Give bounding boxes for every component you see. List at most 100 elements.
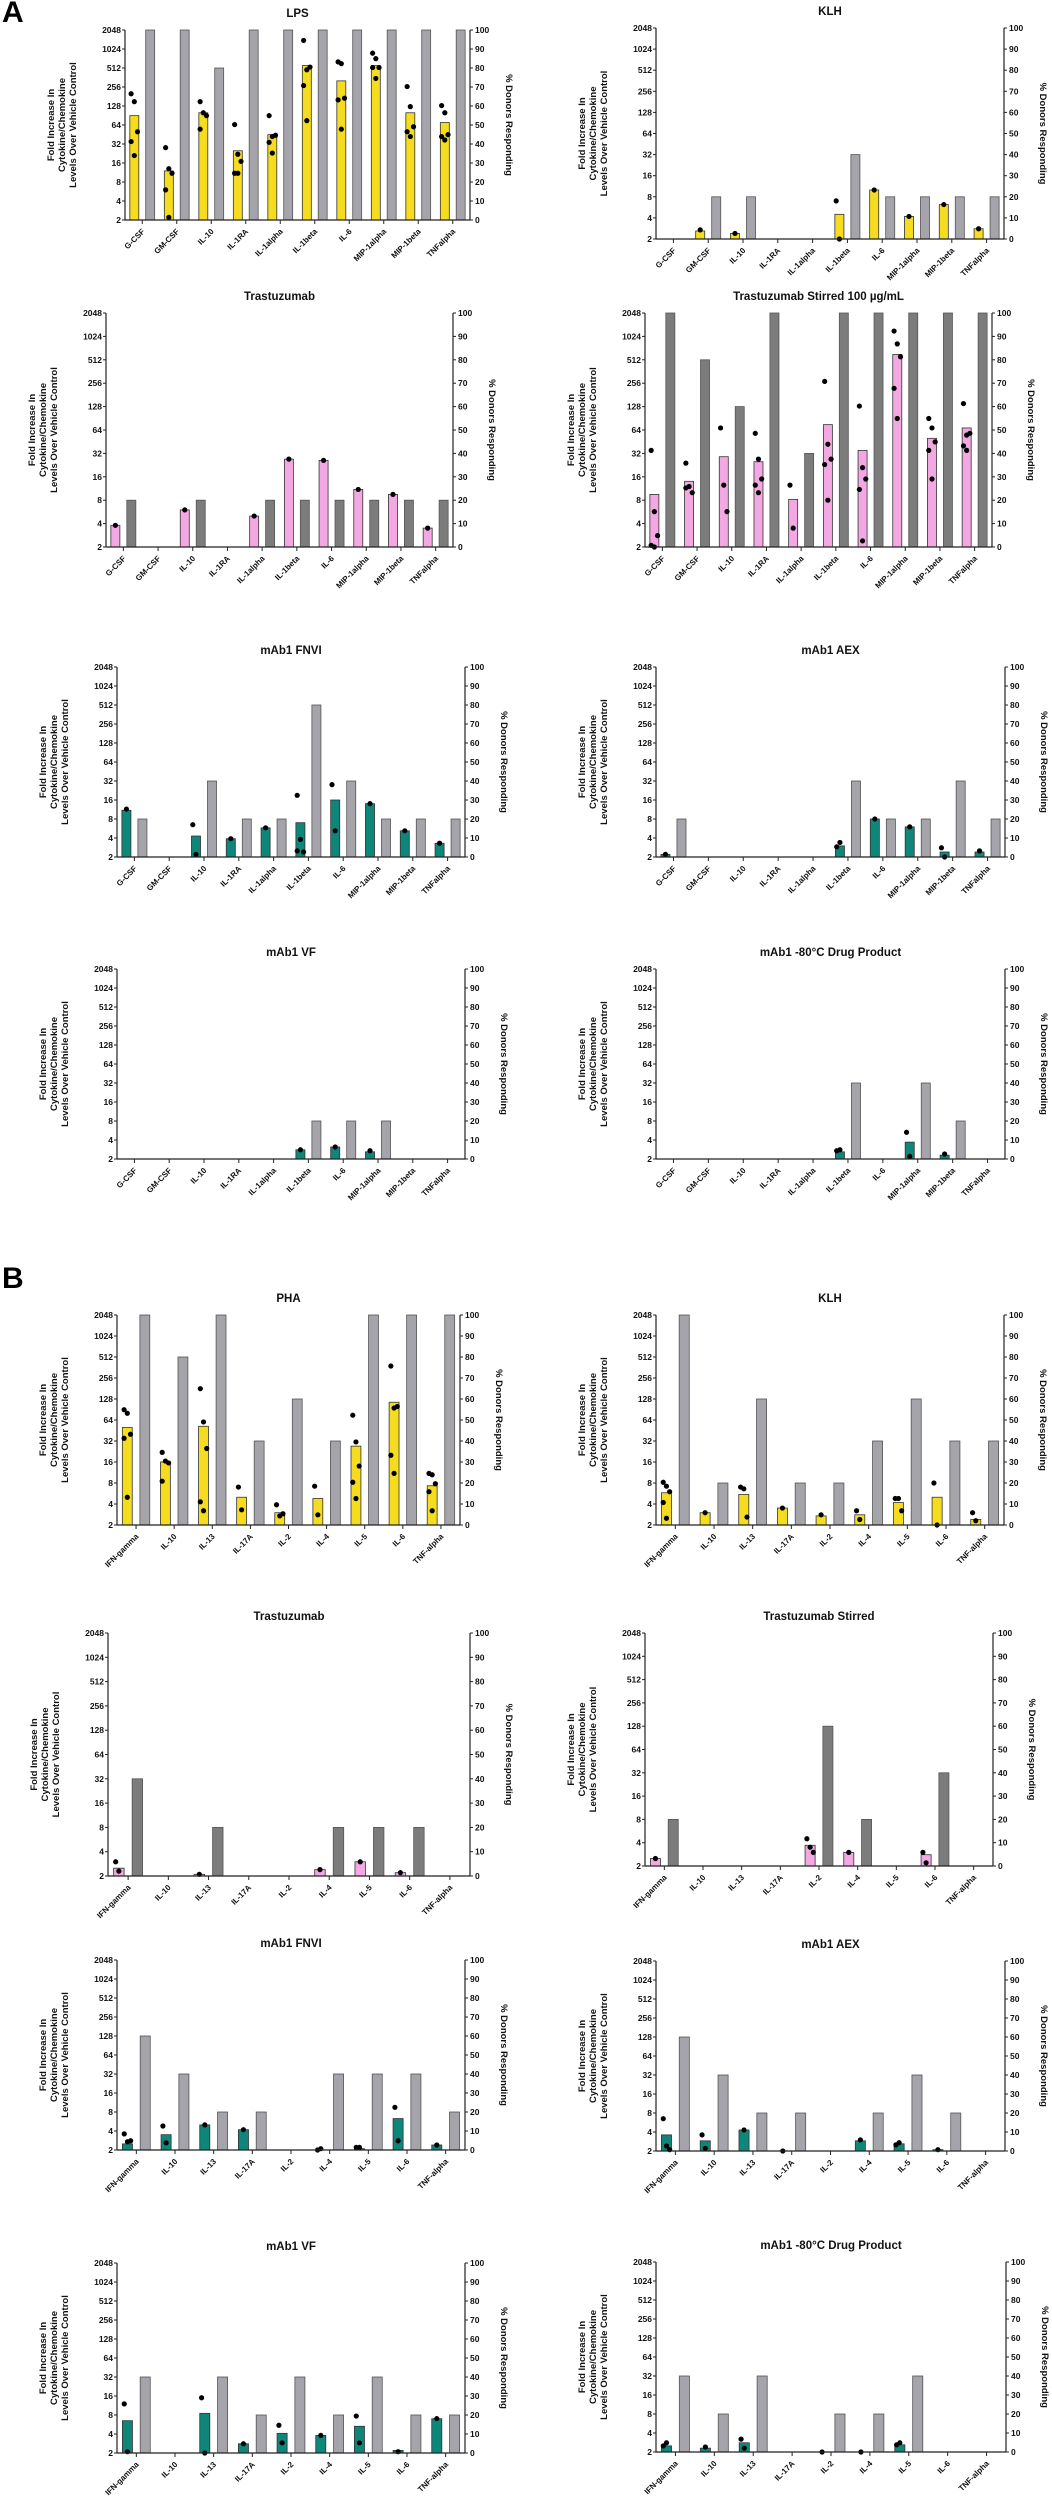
x-tick-label: IL-5 xyxy=(356,2157,373,2174)
donor-point xyxy=(931,1480,937,1486)
left-tick-label: 256 xyxy=(99,2315,113,2325)
right-tick-label: 20 xyxy=(1010,2108,1020,2118)
left-axis-label: Fold Increase InCytokine/ChemokineLevels… xyxy=(27,367,60,493)
left-tick-label: 512 xyxy=(627,355,641,365)
donor-point xyxy=(273,1502,280,1508)
right-tick-label: 40 xyxy=(458,448,468,458)
x-tick-label: IL-13 xyxy=(199,2460,219,2480)
donor-point xyxy=(276,2422,282,2428)
percent-responding-bar xyxy=(330,1440,341,1526)
donor-point xyxy=(279,2440,285,2446)
right-tick-label: 30 xyxy=(1009,171,1019,181)
x-tick-label: MIP-1beta xyxy=(372,554,405,587)
donor-point xyxy=(304,118,310,124)
left-tick-label: 2 xyxy=(636,542,641,552)
right-tick-label: 50 xyxy=(998,1745,1008,1755)
x-tick-label: IL-6 xyxy=(936,2459,953,2476)
percent-responding-bar xyxy=(861,1819,872,1867)
left-tick-label: 8 xyxy=(108,814,113,824)
donor-point xyxy=(663,1483,670,1489)
donor-point xyxy=(121,1435,127,1441)
donor-point xyxy=(182,507,188,513)
percent-responding-bar xyxy=(667,1819,679,1867)
left-tick-label: 512 xyxy=(90,1677,104,1687)
right-tick-label: 70 xyxy=(1010,1021,1020,1031)
x-tick-label: TNFalpha xyxy=(960,864,993,897)
percent-responding-bar xyxy=(404,499,414,548)
x-tick-label: IL-1beta xyxy=(273,554,301,582)
left-tick-label: 2 xyxy=(647,2146,652,2156)
donor-point xyxy=(300,849,307,855)
x-tick-label: IL-10 xyxy=(189,864,209,884)
left-tick-label: 32 xyxy=(104,1078,114,1088)
left-tick-label: 64 xyxy=(112,120,122,130)
right-axis-label: % Donors Responding xyxy=(498,2004,509,2106)
percent-responding-bar xyxy=(954,196,965,240)
left-tick-label: 128 xyxy=(627,402,641,412)
donor-point xyxy=(197,1386,203,1392)
percent-responding-bar xyxy=(665,312,676,548)
donor-point xyxy=(923,1860,929,1866)
right-tick-label: 100 xyxy=(1010,662,1024,672)
chart-title: mAb1 FNVI xyxy=(260,1938,321,1950)
percent-responding-bar xyxy=(955,780,966,858)
percent-responding-bar xyxy=(851,1082,861,1160)
left-tick-label: 512 xyxy=(99,1352,113,1362)
donor-point xyxy=(732,230,738,237)
percent-responding-bar xyxy=(910,1398,922,1526)
left-tick-label: 128 xyxy=(638,2333,652,2343)
left-tick-label: 64 xyxy=(104,2353,114,2363)
percent-responding-bar xyxy=(920,1082,931,1160)
left-axis-label: Fold Increase InCytokine/ChemokineLevels… xyxy=(577,71,610,197)
donor-point xyxy=(169,170,175,176)
x-tick-label: IL-1beta xyxy=(812,554,840,582)
donor-point xyxy=(859,538,866,544)
left-tick-label: 32 xyxy=(112,139,122,149)
percent-responding-bar xyxy=(139,1314,151,1526)
percent-responding-bar xyxy=(756,2375,768,2453)
right-tick-label: 50 xyxy=(475,1750,485,1760)
donor-point xyxy=(332,828,338,834)
x-tick-label: IL-4 xyxy=(317,1883,334,1900)
donor-point xyxy=(752,482,758,488)
percent-responding-bar xyxy=(756,1398,767,1526)
chart-title: mAb1 AEX xyxy=(801,645,860,657)
left-tick-label: 1024 xyxy=(85,1652,104,1662)
donor-point xyxy=(960,443,967,449)
left-tick-label: 2048 xyxy=(633,964,652,974)
right-tick-label: 70 xyxy=(1011,2314,1021,2324)
right-tick-label: 80 xyxy=(1010,1994,1020,2004)
right-tick-label: 20 xyxy=(1010,814,1020,824)
left-axis-label-line: Cytokine/Chemokine xyxy=(588,1017,599,1111)
left-tick-label: 2 xyxy=(647,1154,652,1164)
percent-responding-bar xyxy=(139,2376,151,2454)
right-axis-label: % Donors Responding xyxy=(1025,379,1036,481)
left-tick-label: 2 xyxy=(647,234,652,244)
right-tick-label: 50 xyxy=(470,2353,480,2363)
percent-responding-bar xyxy=(804,452,815,548)
donor-point xyxy=(395,2138,401,2144)
left-tick-label: 2048 xyxy=(633,1956,652,1966)
percent-responding-bar xyxy=(410,2073,422,2151)
right-tick-label: 40 xyxy=(1009,1436,1019,1446)
chart-title: KLH xyxy=(818,6,842,18)
percent-responding-bar xyxy=(214,67,225,221)
x-tick-label: TNF-alpha xyxy=(956,2158,990,2192)
chart-title: mAb1 FNVI xyxy=(260,645,321,657)
fold-increase-bar xyxy=(260,827,271,858)
donor-point xyxy=(200,1508,207,1514)
right-tick-label: 20 xyxy=(998,1814,1008,1824)
x-tick-label: IL-17A xyxy=(772,2158,796,2182)
percent-responding-bar xyxy=(371,2376,383,2454)
right-tick-label: 40 xyxy=(475,139,485,149)
right-tick-label: 90 xyxy=(470,983,480,993)
x-tick-label: IL-10 xyxy=(160,2157,180,2177)
panel-label-b: B xyxy=(2,1262,24,1295)
percent-responding-bar xyxy=(255,2414,267,2454)
left-tick-label: 32 xyxy=(95,1774,105,1784)
right-tick-label: 30 xyxy=(998,1791,1008,1801)
donor-point xyxy=(204,1445,210,1452)
donor-point xyxy=(856,486,862,493)
left-tick-label: 128 xyxy=(638,1394,652,1404)
